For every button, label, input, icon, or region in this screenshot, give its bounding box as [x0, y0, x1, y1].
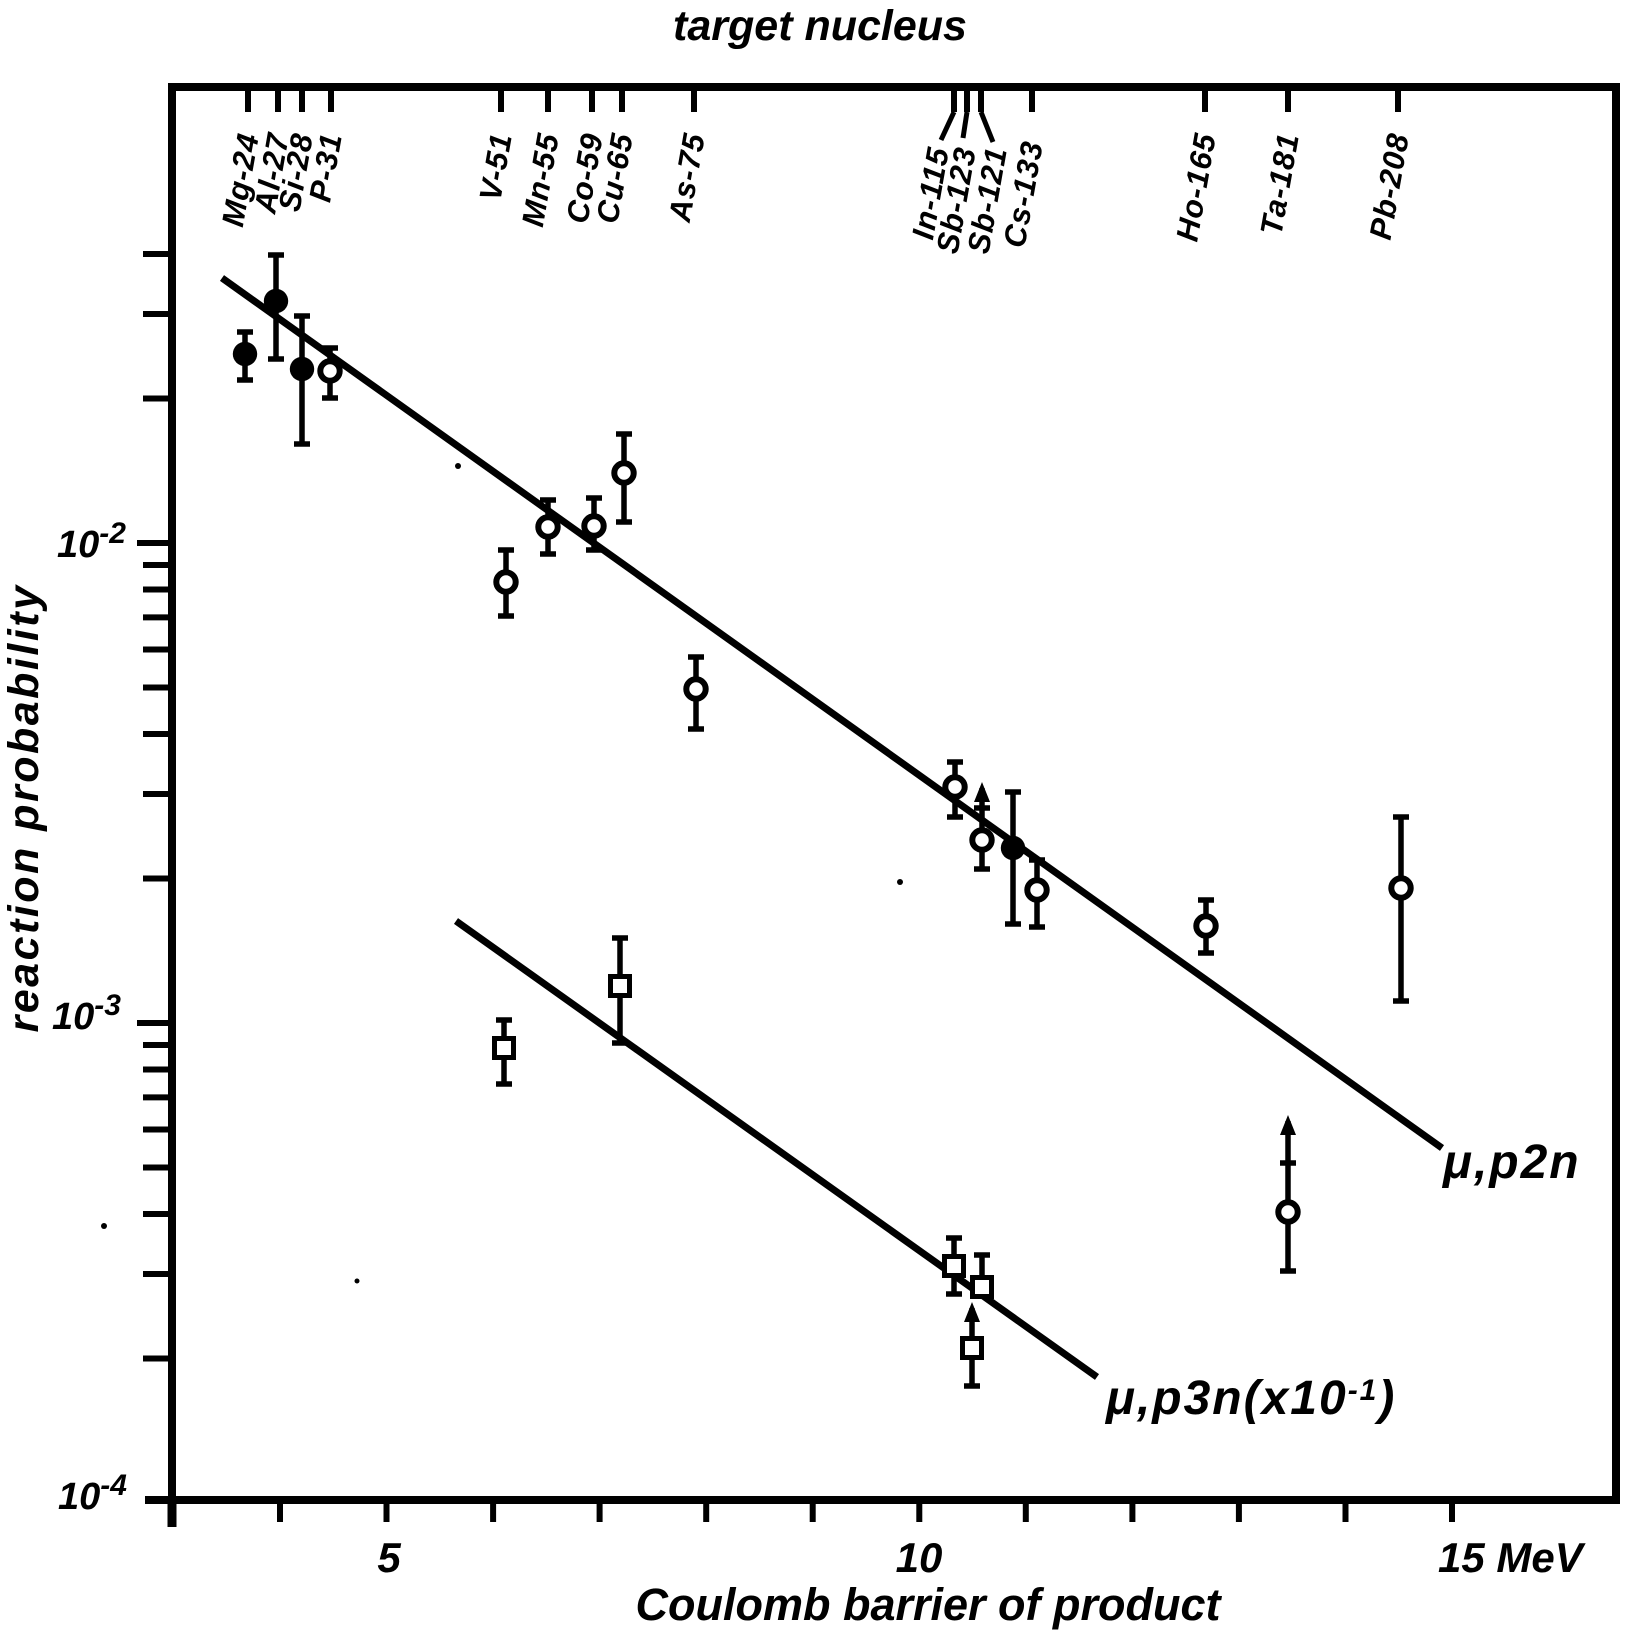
- svg-text:10: 10: [896, 1534, 943, 1581]
- svg-text:μ,p3n(x10-1): μ,p3n(x10-1): [1104, 1372, 1396, 1425]
- svg-text:5: 5: [377, 1534, 401, 1581]
- svg-text:15 MeV: 15 MeV: [1438, 1534, 1586, 1581]
- svg-text:target nucleus: target nucleus: [673, 2, 967, 50]
- svg-text:Coulomb barrier of product: Coulomb barrier of product: [636, 1579, 1223, 1630]
- svg-text:10-2: 10-2: [57, 517, 126, 566]
- svg-text:μ,p2n: μ,p2n: [1441, 1136, 1581, 1189]
- svg-text:reaction probability: reaction probability: [0, 583, 48, 1032]
